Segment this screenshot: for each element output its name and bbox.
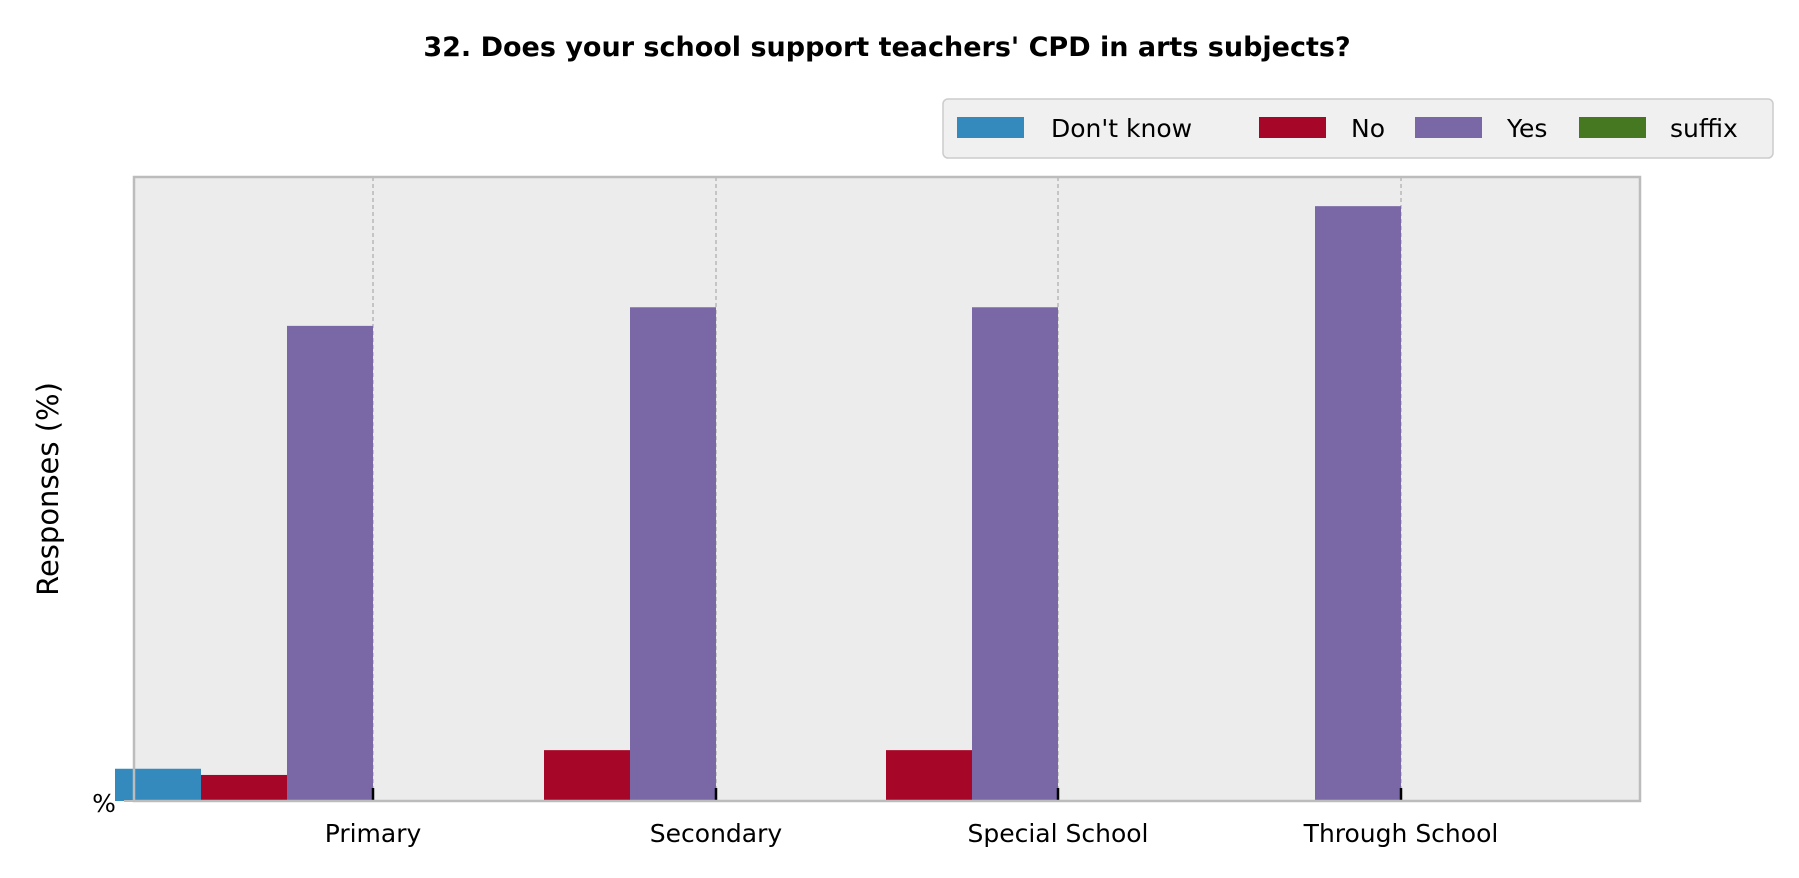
x-tick-label: Primary — [325, 819, 422, 848]
x-tick-labels: Primary Secondary Special School Through Sc… — [325, 819, 1499, 848]
bar-no-secondary — [544, 750, 630, 801]
x-tick-marks — [371, 788, 1403, 801]
legend-label: No — [1351, 114, 1385, 143]
legend-swatch — [1415, 117, 1482, 138]
x-tick-label: Special School — [967, 819, 1148, 848]
bar-no-primary — [201, 774, 287, 801]
x-tick-label: Secondary — [650, 819, 783, 848]
bar-don-t-know-primary — [115, 768, 201, 801]
legend-swatch — [957, 117, 1024, 138]
legend-label: Don't know — [1051, 114, 1192, 143]
x-tick-label: Through School — [1303, 819, 1499, 848]
legend-swatch — [1579, 117, 1646, 138]
bar-yes-special-school — [972, 307, 1058, 801]
legend-label: suffix — [1670, 114, 1738, 143]
legend-swatch — [1259, 117, 1326, 138]
bar-yes-through-school — [1315, 206, 1401, 801]
y-axis-label: Responses (%) — [31, 382, 65, 596]
legend-label: Yes — [1506, 114, 1547, 143]
bars — [115, 206, 1401, 801]
legend-frame — [942, 98, 1774, 159]
bar-yes-primary — [287, 325, 373, 801]
legend: Don't know No Yes suffix — [942, 98, 1774, 159]
plot-border — [132, 175, 1642, 803]
bar-no-special-school — [886, 750, 972, 801]
bar-yes-secondary — [630, 307, 716, 801]
y-tick-label: % — [92, 789, 116, 818]
chart-title: 32. Does your school support teachers' C… — [423, 32, 1350, 63]
